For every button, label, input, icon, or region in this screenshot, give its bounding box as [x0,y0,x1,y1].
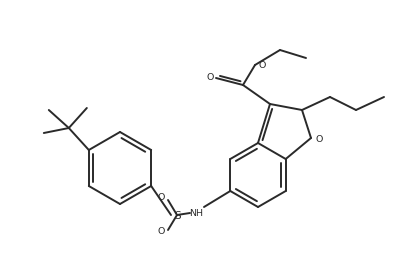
Text: O: O [157,228,165,236]
Text: NH: NH [189,209,203,217]
Text: S: S [175,211,181,221]
Text: O: O [315,134,323,144]
Text: O: O [157,193,165,203]
Text: O: O [258,61,266,69]
Text: O: O [206,74,214,82]
